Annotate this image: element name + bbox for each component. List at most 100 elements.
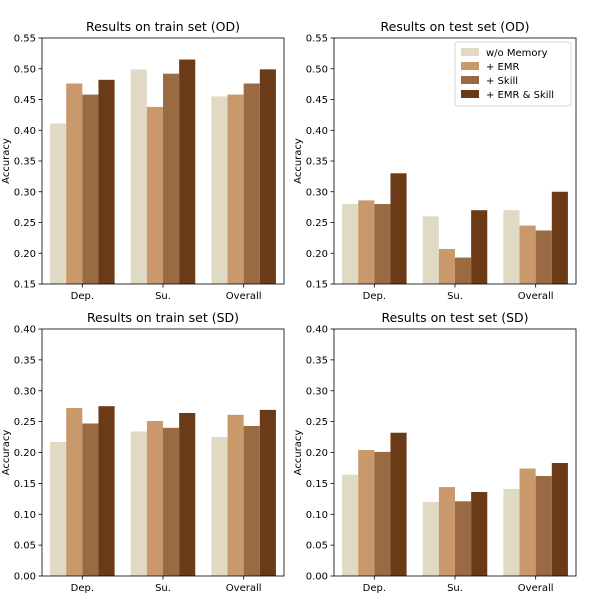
x-tick-label: Overall [226, 291, 262, 302]
y-tick-label: 0.30 [306, 187, 328, 198]
bar-overall-series-2 [519, 468, 536, 576]
chart-title: Results on test set (SD) [381, 310, 528, 325]
chart-panel-1: 0.15 0.20 0.25 0.30 0.35 0.40 0.45 0.50 0.55 Dep.… [1, 19, 285, 302]
x-tick-label: Dep. [71, 291, 94, 302]
legend-label: + EMR & Skill [486, 90, 554, 101]
y-tick-label: 0.25 [14, 218, 36, 229]
y-tick-label: 0.20 [14, 249, 36, 260]
bar-su-series-2 [146, 106, 163, 284]
bar-su-series-4 [471, 492, 488, 576]
x-tick-label: Dep. [363, 583, 386, 594]
x-tick-label: Overall [518, 291, 554, 302]
bar-overall-series-2 [227, 414, 244, 576]
bar-dep-series-3 [82, 423, 99, 576]
bar-dep-series-1 [342, 204, 359, 284]
chart-panel-4: 0.00 0.05 0.10 0.15 0.20 0.25 0.30 0.35 0.40 Dep.… [293, 310, 577, 594]
bar-dep-series-3 [374, 204, 391, 284]
chart-title: Results on train set (OD) [86, 19, 240, 34]
bar-su-series-4 [179, 59, 196, 284]
bar-dep-series-3 [374, 451, 391, 576]
x-tick-label: Su. [447, 291, 463, 302]
bar-su-series-1 [422, 501, 439, 576]
legend-swatch [461, 90, 479, 98]
bar-overall-series-1 [211, 96, 228, 284]
chart-panel-2: 0.15 0.20 0.25 0.30 0.35 0.40 0.45 0.50 0.55 Dep.… [293, 19, 577, 302]
y-tick-label: 0.35 [14, 157, 36, 168]
y-tick-label: 0.30 [14, 187, 36, 198]
bar-su-series-3 [455, 257, 472, 284]
y-tick-label: 0.15 [14, 280, 36, 291]
y-tick-label: 0.40 [14, 126, 36, 137]
legend-label: w/o Memory [486, 48, 548, 59]
y-tick-label: 0.20 [306, 448, 328, 459]
y-tick-label: 0.20 [14, 448, 36, 459]
bar-overall-series-1 [503, 488, 520, 576]
y-tick-label: 0.55 [14, 34, 36, 45]
bar-dep-series-4 [390, 173, 407, 284]
y-tick-label: 0.25 [14, 417, 36, 428]
chart-panel-3: 0.00 0.05 0.10 0.15 0.20 0.25 0.30 0.35 0.40 Dep.… [1, 310, 285, 594]
y-tick-label: 0.40 [14, 325, 36, 336]
bar-su-series-4 [471, 210, 488, 284]
legend: w/o Memory + EMR + Skill + EMR & Skill [454, 41, 572, 107]
y-tick-label: 0.45 [306, 95, 328, 106]
y-axis-label: Accuracy [1, 138, 12, 184]
bar-overall-series-2 [227, 94, 244, 284]
y-tick-label: 0.00 [306, 572, 328, 583]
y-tick-label: 0.25 [306, 218, 328, 229]
bar-su-series-2 [438, 487, 455, 576]
y-tick-label: 0.00 [14, 572, 36, 583]
x-tick-label: Overall [226, 583, 262, 594]
y-tick-label: 0.45 [14, 95, 36, 106]
bar-overall-series-1 [503, 210, 520, 284]
bar-overall-series-4 [551, 463, 568, 576]
bar-dep-series-2 [66, 83, 83, 284]
y-tick-label: 0.15 [306, 479, 328, 490]
legend-label: + EMR [486, 62, 520, 73]
y-tick-label: 0.40 [306, 126, 328, 137]
bar-dep-series-2 [66, 408, 83, 576]
bar-overall-series-1 [211, 437, 228, 576]
y-axis-label: Accuracy [1, 430, 12, 476]
y-tick-label: 0.30 [306, 386, 328, 397]
legend-swatch [461, 48, 479, 56]
y-tick-label: 0.35 [14, 355, 36, 366]
bar-su-series-1 [130, 431, 147, 576]
y-axis-label: Accuracy [293, 430, 304, 476]
bar-su-series-3 [455, 501, 472, 576]
y-tick-label: 0.20 [306, 249, 328, 260]
x-tick-label: Su. [447, 583, 463, 594]
y-tick-label: 0.05 [306, 541, 328, 552]
bar-overall-series-2 [519, 225, 536, 284]
bar-dep-series-1 [342, 474, 359, 576]
y-tick-label: 0.10 [14, 510, 36, 521]
y-tick-label: 0.55 [306, 34, 328, 45]
bar-overall-series-4 [259, 69, 276, 285]
bar-overall-series-3 [243, 425, 260, 576]
y-tick-label: 0.10 [306, 510, 328, 521]
bar-dep-series-4 [98, 79, 115, 284]
x-tick-label: Su. [155, 291, 171, 302]
bar-overall-series-4 [551, 191, 568, 284]
x-tick-label: Overall [518, 583, 554, 594]
y-tick-label: 0.50 [306, 64, 328, 75]
bar-su-series-3 [163, 73, 180, 284]
y-tick-label: 0.35 [306, 157, 328, 168]
legend-swatch [461, 62, 479, 70]
y-tick-label: 0.25 [306, 417, 328, 428]
bar-overall-series-4 [259, 409, 276, 576]
y-tick-label: 0.15 [14, 479, 36, 490]
bar-dep-series-2 [358, 450, 375, 576]
y-tick-label: 0.05 [14, 541, 36, 552]
bar-dep-series-4 [390, 432, 407, 576]
x-tick-label: Dep. [363, 291, 386, 302]
legend-swatch [461, 76, 479, 84]
y-tick-label: 0.15 [306, 280, 328, 291]
x-tick-label: Dep. [71, 583, 94, 594]
bar-su-series-1 [422, 216, 439, 284]
bar-overall-series-3 [535, 230, 552, 284]
x-tick-label: Su. [155, 583, 171, 594]
bar-su-series-4 [179, 412, 196, 576]
y-tick-label: 0.35 [306, 355, 328, 366]
bar-dep-series-1 [50, 442, 67, 576]
